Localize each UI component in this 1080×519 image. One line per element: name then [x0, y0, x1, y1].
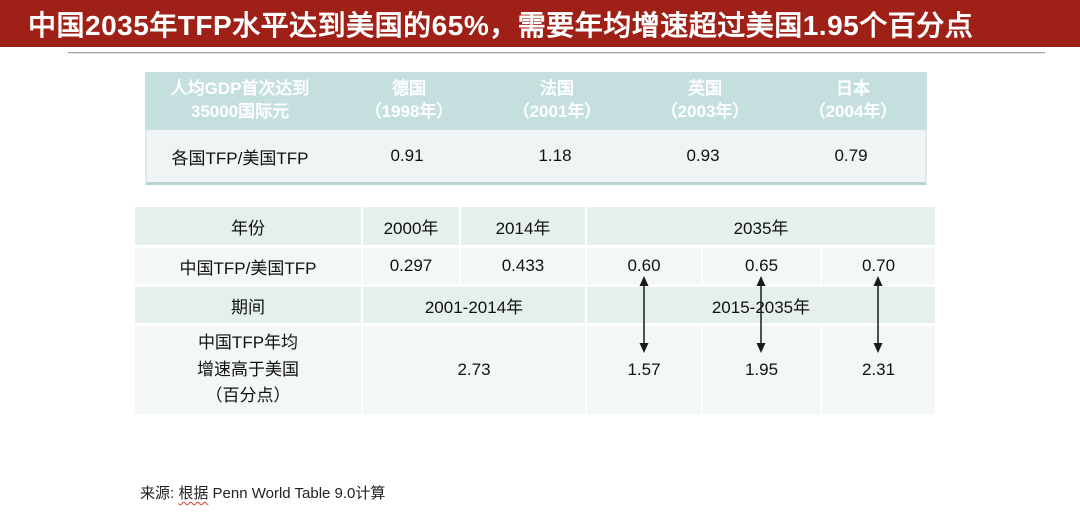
value-uk: 0.93: [686, 146, 720, 165]
tfp-row-label: 中国TFP/美国TFP: [135, 248, 361, 284]
period-2015-2035: 2015-2035年: [587, 287, 935, 323]
year-row-label: 年份: [135, 207, 361, 245]
china-tfp-table: 年份 2000年 2014年 2035年 中国TFP/美国TFP 0.297 0…: [135, 207, 935, 414]
source-prefix: 来源:: [140, 485, 179, 502]
header-cell-gdp: 人均GDP首次达到 35000国际元: [170, 79, 310, 121]
growth-scenario-low: 1.57: [587, 326, 701, 414]
value-germany: 0.91: [390, 146, 424, 165]
tfp-2035-low: 0.60: [587, 248, 701, 284]
value-france: 1.18: [538, 146, 572, 165]
tfp-2035-mid: 0.65: [703, 248, 820, 284]
title-banner: 中国2035年TFP水平达到美国的65%，需要年均增速超过美国1.95个百分点: [0, 0, 1080, 47]
tfp-2014: 0.433: [461, 248, 585, 284]
header-cell-uk: 英国 （2003年）: [660, 79, 750, 121]
source-word-underlined: 根据: [178, 485, 209, 502]
row-label: 各国TFP/美国TFP: [171, 148, 309, 168]
source-rest: Penn World Table 9.0计算: [208, 485, 386, 502]
growth-row-label: 中国TFP年均 增速高于美国 （百分点）: [135, 326, 361, 414]
country-tfp-table-row: 各国TFP/美国TFP 0.91 1.18 0.93 0.79: [145, 130, 927, 185]
header-cell-france: 法国 （2001年）: [512, 79, 602, 121]
value-japan: 0.79: [834, 146, 868, 165]
growth-scenario-high: 2.31: [822, 326, 935, 414]
period-row-label: 期间: [135, 287, 361, 323]
page-title: 中国2035年TFP水平达到美国的65%，需要年均增速超过美国1.95个百分点: [28, 9, 974, 41]
growth-scenario-mid: 1.95: [703, 326, 820, 414]
tfp-2000: 0.297: [363, 248, 459, 284]
country-tfp-table: 人均GDP首次达到 35000国际元 德国 （1998年） 法国 （2001年）…: [145, 72, 927, 185]
growth-2001-2014: 2.73: [363, 326, 585, 414]
year-2035: 2035年: [587, 207, 935, 245]
tfp-2035-high: 0.70: [822, 248, 935, 284]
period-2001-2014: 2001-2014年: [363, 287, 585, 323]
source-note: 来源: 根据 Penn World Table 9.0计算: [140, 482, 385, 503]
header-cell-japan: 日本 （2004年）: [808, 79, 898, 121]
divider-line: [68, 52, 1045, 54]
country-tfp-table-header: 人均GDP首次达到 35000国际元 德国 （1998年） 法国 （2001年）…: [145, 72, 927, 130]
year-2014: 2014年: [461, 207, 585, 245]
year-2000: 2000年: [363, 207, 459, 245]
header-cell-germany: 德国 （1998年）: [364, 79, 454, 121]
